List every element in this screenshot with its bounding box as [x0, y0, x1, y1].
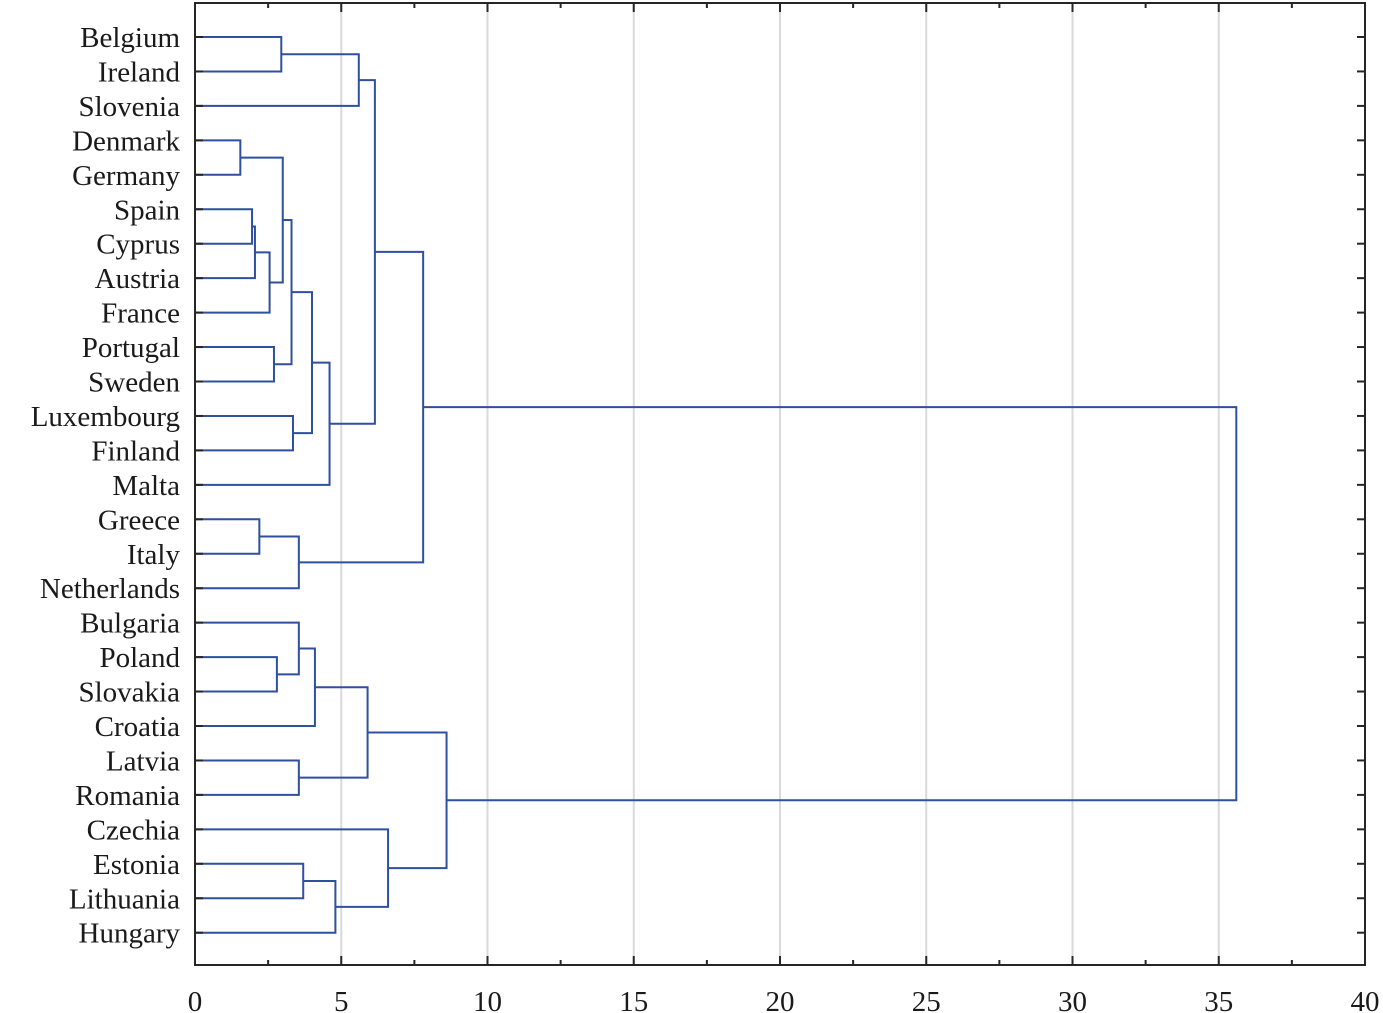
x-tick-label: 35: [1204, 986, 1233, 1013]
leaf-label: Portugal: [82, 332, 180, 364]
dendrogram-branches: [195, 36, 1238, 934]
grid-lines: [340, 3, 1220, 965]
dendrogram-link: [298, 686, 369, 779]
dendrogram-link: [298, 250, 425, 564]
leaf-label: Denmark: [72, 125, 180, 157]
dendrogram-link: [195, 346, 275, 383]
leaf-label: Finland: [91, 435, 180, 467]
leaf-label: Croatia: [95, 711, 180, 743]
x-tick-label: 10: [473, 986, 502, 1013]
dendrogram-link: [195, 139, 242, 176]
x-tick-labels: 0 5 10 15 20 25 30 35 40: [188, 986, 1380, 1013]
leaf-label: Bulgaria: [80, 608, 180, 640]
dendrogram-link: [195, 251, 271, 314]
x-tick-label: 40: [1351, 986, 1380, 1013]
leaf-label: Netherlands: [40, 573, 180, 605]
dendrogram-link: [195, 225, 256, 280]
leaf-label: Belgium: [80, 22, 180, 54]
x-tick-label: 20: [766, 986, 795, 1013]
leaf-label: Poland: [99, 642, 180, 674]
x-tick-label: 15: [619, 986, 648, 1013]
dendrogram-link: [195, 759, 300, 796]
x-tick-label: 30: [1058, 986, 1087, 1013]
x-tick-label: 25: [912, 986, 941, 1013]
leaf-label: Malta: [112, 470, 180, 502]
leaf-label: Cyprus: [96, 229, 180, 261]
dendrogram-link: [291, 291, 313, 435]
leaf-labels: BelgiumIrelandSloveniaDenmarkGermanySpai…: [31, 22, 181, 950]
dendrogram-link: [195, 36, 283, 73]
leaf-label: Romania: [75, 780, 180, 812]
leaf-label: Sweden: [88, 367, 180, 399]
leaf-label: Slovenia: [79, 91, 181, 123]
leaf-label: Spain: [114, 194, 181, 226]
dendrogram-link: [195, 535, 300, 590]
dendrogram-link: [195, 53, 360, 107]
dendrogram-link: [195, 862, 305, 900]
dendrogram-link: [195, 880, 337, 934]
dendrogram-link: [195, 208, 254, 245]
leaf-label: Luxembourg: [31, 401, 180, 433]
dendrogram-link: [240, 156, 284, 284]
dendrogram-link: [423, 406, 1238, 802]
dendrogram-link: [195, 518, 261, 555]
dendrogram-link: [195, 414, 294, 452]
leaf-label: Austria: [95, 263, 181, 295]
dendrogram-link: [195, 647, 316, 727]
leaf-label: Latvia: [106, 745, 180, 777]
dendrogram-link: [367, 731, 448, 870]
leaf-label: Czechia: [87, 814, 181, 846]
leaf-label: France: [101, 298, 180, 330]
leaf-label: Lithuania: [69, 883, 180, 915]
dendrogram-link: [195, 828, 390, 908]
dendrogram-link: [195, 621, 300, 676]
x-tick-label: 0: [188, 986, 203, 1013]
axis-ticks: [194, 3, 1366, 965]
leaf-label: Ireland: [98, 56, 181, 88]
leaf-label: Hungary: [79, 918, 181, 950]
leaf-label: Germany: [72, 160, 180, 192]
leaf-label: Greece: [98, 504, 180, 536]
leaf-label: Italy: [127, 539, 181, 571]
x-tick-label: 5: [334, 986, 349, 1013]
dendrogram-link: [329, 79, 376, 425]
leaf-label: Slovakia: [79, 677, 181, 709]
dendrogram-link: [195, 656, 278, 693]
leaf-label: Estonia: [93, 849, 180, 881]
